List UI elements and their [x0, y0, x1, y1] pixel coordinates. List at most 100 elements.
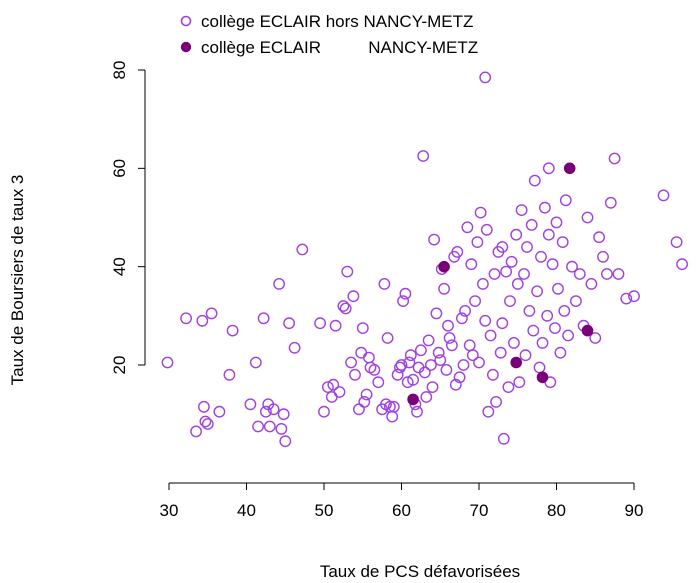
- point-eclair-hors-nancy-metz: [500, 265, 512, 278]
- point-eclair-hors-nancy-metz: [559, 194, 572, 207]
- point-eclair-hors-nancy-metz: [490, 395, 502, 408]
- point-eclair-hors-nancy-metz: [566, 260, 578, 273]
- point-eclair-hors-nancy-metz: [318, 405, 330, 418]
- point-eclair-hors-nancy-metz: [535, 250, 547, 263]
- point-eclair-hors-nancy-metz: [593, 231, 605, 244]
- point-eclair-hors-nancy-metz: [465, 258, 478, 271]
- point-eclair-hors-nancy-metz: [620, 292, 633, 305]
- point-eclair-hors-nancy-metz: [542, 228, 555, 241]
- point-eclair-hors-nancy-metz: [508, 336, 520, 349]
- legend-label-hors: collège ECLAIR hors NANCY-METZ: [201, 12, 473, 31]
- x-tick-label: 80: [547, 501, 566, 520]
- x-tick-label: 60: [392, 501, 411, 520]
- point-eclair-hors-nancy-metz: [457, 359, 470, 371]
- point-eclair-hors-nancy-metz: [445, 339, 458, 352]
- point-eclair-hors-nancy-metz: [466, 349, 479, 362]
- point-eclair-hors-nancy-metz: [333, 386, 346, 398]
- point-eclair-hors-nancy-metz: [277, 408, 290, 421]
- point-eclair-hors-nancy-metz: [327, 378, 340, 391]
- point-eclair-hors-nancy-metz: [589, 332, 602, 344]
- legend: collège ECLAIR hors NANCY-METZ collège E…: [180, 12, 478, 57]
- point-eclair-hors-nancy-metz: [288, 341, 301, 354]
- point-eclair-hors-nancy-metz: [244, 398, 257, 411]
- point-eclair-hors-nancy-metz: [550, 216, 563, 229]
- point-eclair-hors-nancy-metz: [670, 236, 683, 249]
- point-eclair-hors-nancy-metz: [542, 162, 555, 175]
- point-eclair-hors-nancy-metz: [273, 277, 285, 290]
- point-eclair-hors-nancy-metz: [488, 268, 501, 280]
- point-eclair-hors-nancy-metz: [676, 258, 688, 271]
- point-eclair-hors-nancy-metz: [161, 356, 174, 369]
- point-eclair-hors-nancy-metz: [314, 317, 326, 330]
- point-eclair-hors-nancy-metz: [329, 319, 342, 332]
- point-eclair-hors-nancy-metz: [341, 265, 354, 278]
- point-eclair-hors-nancy-metz: [426, 381, 439, 393]
- point-eclair-hors-nancy-metz: [451, 245, 464, 258]
- point-eclair-hors-nancy-metz: [407, 373, 419, 386]
- x-tick-label: 70: [470, 501, 489, 520]
- x-tick-label: 40: [237, 501, 256, 520]
- point-eclair-hors-nancy-metz: [196, 314, 209, 327]
- point-eclair-hors-nancy-metz: [325, 391, 338, 403]
- x-tick-label: 50: [315, 501, 334, 520]
- point-eclair-hors-nancy-metz: [418, 366, 431, 379]
- point-eclair-hors-nancy-metz: [523, 304, 536, 317]
- point-eclair-hors-nancy-metz: [223, 368, 236, 381]
- y-axis-title: Taux de Boursiers de taux 3: [8, 175, 27, 386]
- point-eclair-hors-nancy-metz: [573, 268, 586, 280]
- point-eclair-hors-nancy-metz: [395, 359, 408, 371]
- point-eclair-hors-nancy-metz: [511, 277, 524, 290]
- point-eclair-hors-nancy-metz: [428, 233, 440, 246]
- point-eclair-hors-nancy-metz: [397, 295, 409, 307]
- point-eclair-hors-nancy-metz: [455, 312, 468, 325]
- point-eclair-hors-nancy-metz: [440, 363, 453, 376]
- point-eclair-hors-nancy-metz: [356, 322, 369, 334]
- point-eclair-hors-nancy-metz: [449, 378, 462, 391]
- point-eclair-hors-nancy-metz: [558, 304, 571, 317]
- point-eclair-hors-nancy-metz: [352, 403, 365, 416]
- point-eclair-hors-nancy-metz: [283, 317, 295, 330]
- point-eclair-hors-nancy-metz: [601, 268, 613, 280]
- point-eclair-nancy-metz: [581, 324, 594, 337]
- point-eclair-hors-nancy-metz: [459, 304, 471, 317]
- point-eclair-hors-nancy-metz: [474, 206, 487, 219]
- point-eclair-hors-nancy-metz: [527, 324, 540, 337]
- legend-marker-hors: [180, 15, 192, 27]
- point-eclair-hors-nancy-metz: [479, 71, 492, 84]
- point-eclair-hors-nancy-metz: [411, 405, 423, 418]
- point-eclair-hors-nancy-metz: [337, 300, 350, 312]
- point-eclair-nancy-metz: [407, 393, 419, 406]
- point-eclair-hors-nancy-metz: [513, 376, 526, 389]
- point-eclair-hors-nancy-metz: [401, 376, 414, 389]
- point-eclair-nancy-metz: [510, 356, 522, 369]
- point-eclair-hors-nancy-metz: [497, 432, 510, 445]
- point-eclair-hors-nancy-metz: [484, 329, 497, 342]
- point-eclair-hors-nancy-metz: [486, 368, 499, 381]
- point-eclair-hors-nancy-metz: [546, 258, 559, 271]
- point-eclair-hors-nancy-metz: [531, 285, 543, 298]
- point-eclair-hors-nancy-metz: [205, 307, 218, 320]
- point-eclair-hors-nancy-metz: [552, 282, 564, 295]
- point-eclair-hors-nancy-metz: [536, 336, 549, 349]
- point-eclair-hors-nancy-metz: [562, 329, 574, 342]
- x-tick-label: 30: [160, 501, 179, 520]
- x-axis-title: Taux de PCS défavorisées: [320, 562, 520, 581]
- y-tick-label: 60: [110, 159, 129, 178]
- point-eclair-hors-nancy-metz: [362, 351, 375, 364]
- point-eclair-hors-nancy-metz: [434, 354, 447, 366]
- point-eclair-hors-nancy-metz: [279, 435, 292, 448]
- point-eclair-hors-nancy-metz: [570, 295, 582, 307]
- point-eclair-hors-nancy-metz: [541, 309, 554, 322]
- point-eclair-hors-nancy-metz: [494, 346, 507, 359]
- x-tick-label: 90: [625, 501, 644, 520]
- point-eclair-hors-nancy-metz: [519, 349, 532, 362]
- point-eclair-hors-nancy-metz: [432, 346, 445, 359]
- point-eclair-nancy-metz: [536, 371, 549, 384]
- y-tick-label: 20: [110, 356, 129, 375]
- point-eclair-hors-nancy-metz: [612, 268, 625, 280]
- y-axis: 20 40 60 80: [110, 61, 146, 375]
- point-eclair-hors-nancy-metz: [321, 381, 334, 393]
- legend-label-nancy-metz: collège ECLAIR NANCY-METZ: [201, 38, 478, 57]
- point-eclair-hors-nancy-metz: [387, 400, 400, 413]
- point-eclair-hors-nancy-metz: [628, 290, 640, 303]
